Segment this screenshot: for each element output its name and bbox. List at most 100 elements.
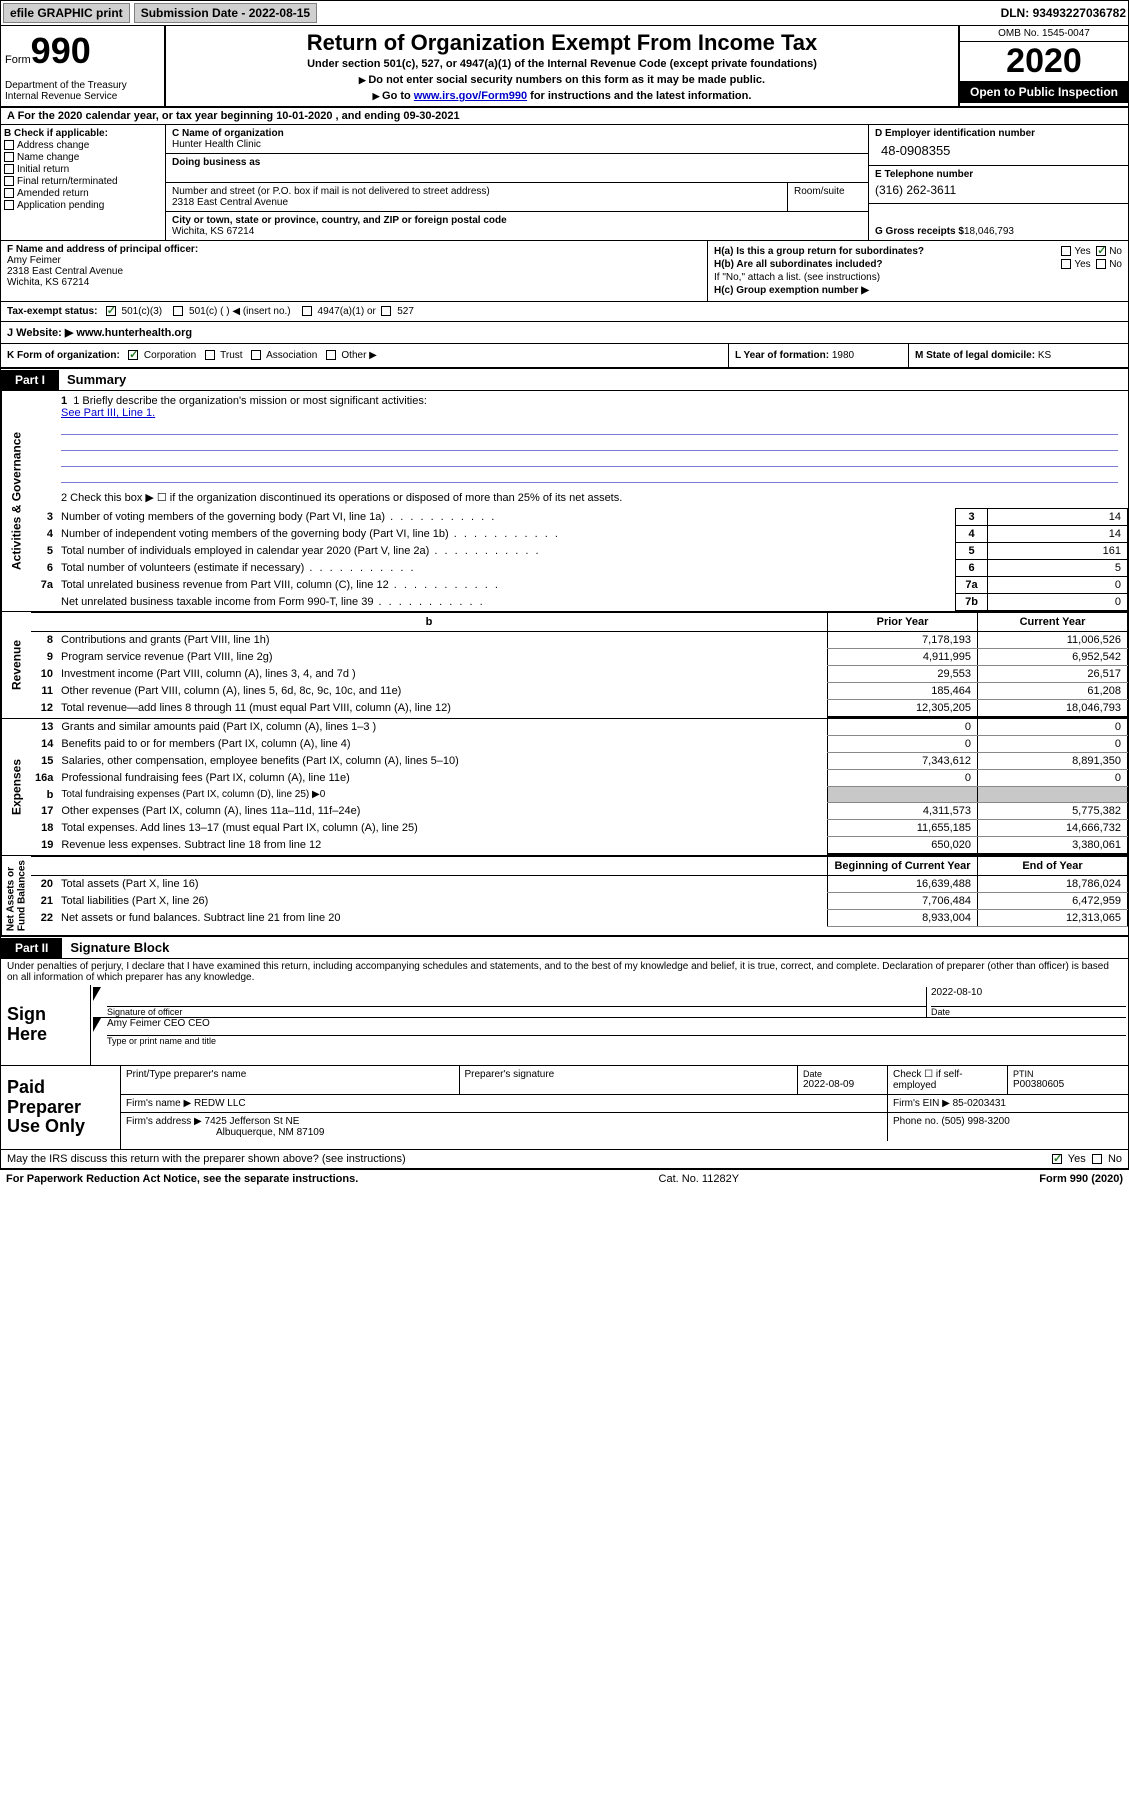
table-row: 9Program service revenue (Part VIII, lin… [31, 649, 1128, 666]
lbl-amended-return: Amended return [17, 188, 89, 199]
chk-hb-yes[interactable] [1061, 259, 1071, 269]
paid-preparer-section: Paid Preparer Use Only Print/Type prepar… [0, 1066, 1129, 1150]
form-word: Form [5, 54, 31, 66]
paid-preparer-label: Paid Preparer Use Only [1, 1066, 121, 1149]
website-label: J Website: ▶ [7, 327, 76, 339]
q1-link[interactable]: See Part III, Line 1. [61, 407, 155, 419]
lbl-527: 527 [397, 306, 414, 317]
governance-block: Activities & Governance 1 1 Briefly desc… [0, 391, 1129, 612]
note-post: for instructions and the latest informat… [527, 90, 751, 102]
top-bar: efile GRAPHIC print Submission Date - 20… [0, 0, 1129, 26]
lbl-address-change: Address change [17, 140, 89, 151]
lbl-no: No [1109, 246, 1122, 257]
chk-4947[interactable] [302, 306, 312, 316]
lbl-corporation: Corporation [144, 350, 196, 361]
part-1-tab: Part I [1, 370, 59, 390]
ptin-label: PTIN [1013, 1069, 1123, 1079]
row-i: Tax-exempt status: 501(c)(3) 501(c) ( ) … [0, 302, 1129, 322]
table-row: 15Salaries, other compensation, employee… [31, 753, 1128, 770]
gross-receipts-value: 18,046,793 [964, 226, 1014, 237]
dba-value [172, 168, 862, 179]
vside-revenue: Revenue [1, 612, 31, 718]
dln-value: 93493227036782 [1033, 6, 1126, 20]
chk-name-change[interactable] [4, 152, 14, 162]
q2-text: 2 Check this box ▶ ☐ if the organization… [61, 491, 1118, 504]
lbl-4947: 4947(a)(1) or [318, 306, 376, 317]
revenue-block: Revenue bPrior YearCurrent Year 8Contrib… [0, 612, 1129, 719]
form-header: Form990 Department of the Treasury Inter… [0, 26, 1129, 106]
chk-ha-yes[interactable] [1061, 246, 1071, 256]
chk-amended-return[interactable] [4, 188, 14, 198]
part-1-header: Part I Summary [0, 369, 1129, 391]
tax-year: 2020 [960, 42, 1128, 81]
chk-501c3[interactable] [106, 306, 116, 316]
prep-date-value: 2022-08-09 [803, 1079, 882, 1090]
year-formation-label: L Year of formation: [735, 350, 832, 361]
chk-application-pending[interactable] [4, 200, 14, 210]
vside-expenses: Expenses [1, 719, 31, 855]
sign-here-label: Sign Here [1, 985, 91, 1065]
firm-phone-value: (505) 998-3200 [941, 1116, 1009, 1127]
form990-link[interactable]: www.irs.gov/Form990 [414, 90, 527, 102]
chk-initial-return[interactable] [4, 164, 14, 174]
vside-governance: Activities & Governance [1, 391, 31, 611]
firm-name-label: Firm's name ▶ [126, 1098, 194, 1109]
table-row: 6Total number of volunteers (estimate if… [31, 560, 1128, 577]
city-value: Wichita, KS 67214 [172, 226, 862, 237]
note-pre: Go to [382, 90, 414, 102]
lbl-discuss-no: No [1108, 1153, 1122, 1165]
form-number-cell: Form990 Department of the Treasury Inter… [1, 26, 166, 106]
ptin-value: P00380605 [1013, 1079, 1123, 1090]
column-b: B Check if applicable: Address change Na… [1, 125, 166, 240]
net-assets-table: Beginning of Current YearEnd of Year 20T… [31, 856, 1128, 927]
chk-other[interactable] [326, 350, 336, 360]
hdr-prior-year: Prior Year [828, 613, 978, 632]
firm-addr-label: Firm's address ▶ [126, 1116, 205, 1127]
section-fh: F Name and address of principal officer:… [0, 241, 1129, 302]
gross-receipts-label: G Gross receipts $ [875, 226, 964, 237]
form-title-cell: Return of Organization Exempt From Incom… [166, 26, 958, 106]
sign-here-section: Sign Here Signature of officer 2022-08-1… [0, 985, 1129, 1066]
org-name: Hunter Health Clinic [172, 139, 862, 150]
chk-trust[interactable] [205, 350, 215, 360]
table-row: 21Total liabilities (Part X, line 26)7,7… [31, 893, 1128, 910]
section-bcd: B Check if applicable: Address change Na… [0, 125, 1129, 241]
lbl-501c: 501(c) ( ) ◀ (insert no.) [189, 306, 291, 317]
signature-officer-label: Signature of officer [107, 1007, 926, 1017]
row-klm: K Form of organization: Corporation Trus… [0, 344, 1129, 369]
chk-527[interactable] [381, 306, 391, 316]
part-1-title: Summary [59, 369, 134, 390]
prep-sig-label: Preparer's signature [460, 1066, 799, 1094]
officer-addr1: 2318 East Central Avenue [7, 266, 701, 277]
chk-final-return[interactable] [4, 176, 14, 186]
prep-date-label: Date [803, 1069, 882, 1079]
chk-ha-no[interactable] [1096, 246, 1106, 256]
table-row: Net unrelated business taxable income fr… [31, 594, 1128, 611]
part-2-title: Signature Block [62, 937, 177, 958]
lbl-discuss-yes: Yes [1068, 1153, 1086, 1165]
chk-discuss-yes[interactable] [1052, 1154, 1062, 1164]
hc-label: H(c) Group exemption number ▶ [714, 285, 869, 296]
city-label: City or town, state or province, country… [172, 215, 862, 226]
chk-corporation[interactable] [128, 350, 138, 360]
year-formation-value: 1980 [832, 350, 854, 361]
lbl-association: Association [266, 350, 317, 361]
chk-association[interactable] [251, 350, 261, 360]
firm-addr-line2: Albuquerque, NM 87109 [126, 1127, 882, 1138]
chk-501c[interactable] [173, 306, 183, 316]
chk-address-change[interactable] [4, 140, 14, 150]
col-b-header: B Check if applicable: [4, 128, 162, 139]
table-row: bTotal fundraising expenses (Part IX, co… [31, 787, 1128, 803]
prep-name-label: Print/Type preparer's name [121, 1066, 460, 1094]
caret-icon [93, 987, 101, 1001]
net-assets-block: Net Assets or Fund Balances Beginning of… [0, 856, 1129, 937]
table-row: 3Number of voting members of the governi… [31, 509, 1128, 526]
rev-b-col: b [31, 613, 828, 632]
hdr-end-year: End of Year [978, 857, 1128, 876]
table-row: 17Other expenses (Part IX, column (A), l… [31, 803, 1128, 820]
submission-date-label: Submission Date - [141, 6, 249, 20]
chk-hb-no[interactable] [1096, 259, 1106, 269]
form-note-ssn: Do not enter social security numbers on … [174, 74, 950, 86]
chk-discuss-no[interactable] [1092, 1154, 1102, 1164]
website-value: www.hunterhealth.org [76, 327, 192, 339]
